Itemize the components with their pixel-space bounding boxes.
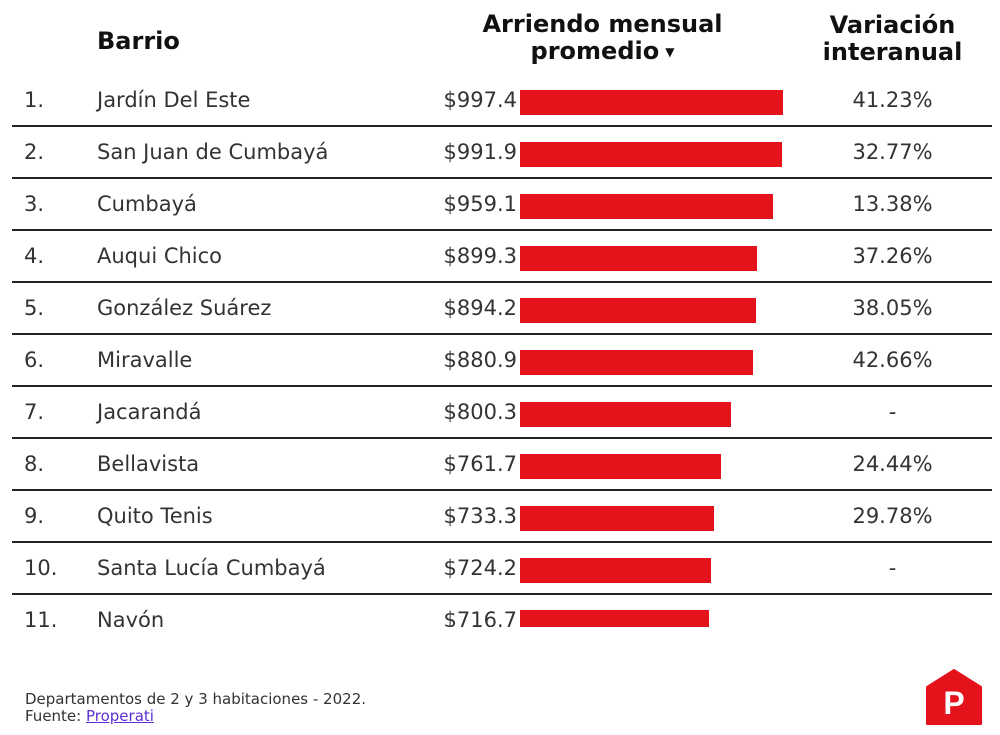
row-barrio: Jardín Del Este <box>97 88 251 112</box>
row-variacion: 41.23% <box>852 88 933 112</box>
footer-note: Departamentos de 2 y 3 habitaciones - 20… <box>25 691 366 725</box>
row-variacion: - <box>888 400 897 424</box>
row-divider <box>12 229 992 231</box>
row-rank: 7. <box>24 400 45 424</box>
row-barrio: González Suárez <box>97 296 272 320</box>
column-header-arriendo-line2: promedio <box>530 37 660 65</box>
row-bar <box>520 298 756 323</box>
table-body[interactable]: 1. Jardín Del Este $997.4 41.23% 2. San Juan … <box>0 75 1000 627</box>
row-rank: 2. <box>24 140 45 164</box>
row-price-label: $899.3 <box>443 244 517 268</box>
row-price-label: $894.2 <box>443 296 517 320</box>
column-header-barrio[interactable]: Barrio <box>97 27 180 55</box>
table-row[interactable]: 2. San Juan de Cumbayá $991.9 32.77% <box>0 127 1000 179</box>
row-variacion: 37.26% <box>852 244 933 268</box>
row-divider <box>12 281 992 283</box>
table-row[interactable]: 7. Jacarandá $800.3 - <box>0 387 1000 439</box>
row-bar <box>520 558 711 583</box>
table-row[interactable]: 6. Miravalle $880.9 42.66% <box>0 335 1000 387</box>
row-price-label: $733.3 <box>443 504 517 528</box>
column-header-variacion-line1: Variación <box>829 11 956 39</box>
row-price-label: $997.4 <box>443 88 517 112</box>
column-header-arriendo-line1: Arriendo mensual <box>482 10 723 38</box>
column-header-variacion-line2: interanual <box>822 38 963 66</box>
row-barrio: Santa Lucía Cumbayá <box>97 556 326 580</box>
column-header-arriendo[interactable]: Arriendo mensual promedio ▼ <box>455 11 750 66</box>
row-divider <box>12 593 992 595</box>
row-divider <box>12 541 992 543</box>
row-price-label: $724.2 <box>443 556 517 580</box>
row-barrio: Nayón <box>97 608 165 627</box>
row-barrio: Auqui Chico <box>97 244 223 268</box>
row-bar <box>520 246 757 271</box>
row-bar <box>520 610 709 627</box>
column-header-variacion[interactable]: Variación interanual <box>805 12 980 66</box>
table-row[interactable]: 10. Santa Lucía Cumbayá $724.2 - <box>0 543 1000 595</box>
row-variacion: - <box>888 556 897 580</box>
table-row[interactable]: 3. Cumbayá $959.1 13.38% <box>0 179 1000 231</box>
row-price-label: $880.9 <box>443 348 517 372</box>
row-bar <box>520 506 714 531</box>
row-barrio: Bellavista <box>97 452 200 476</box>
row-barrio: Cumbayá <box>97 192 197 216</box>
table-row[interactable]: 5. González Suárez $894.2 38.05% <box>0 283 1000 335</box>
row-rank: 9. <box>24 504 45 528</box>
properati-logo[interactable]: P <box>926 669 982 729</box>
row-divider <box>12 385 992 387</box>
row-variacion: 24.44% <box>852 452 933 476</box>
row-barrio: Miravalle <box>97 348 193 372</box>
footer-source-prefix: Fuente: <box>25 707 86 725</box>
row-rank: 1. <box>24 88 45 112</box>
row-barrio: Quito Tenis <box>97 504 213 528</box>
row-barrio: Jacarandá <box>97 400 202 424</box>
row-variacion: 13.38% <box>852 192 933 216</box>
table-header: Barrio Arriendo mensual promedio ▼ Variac… <box>0 0 1000 80</box>
row-price-label: $959.1 <box>443 192 517 216</box>
row-rank: 6. <box>24 348 45 372</box>
table-row[interactable]: 8. Bellavista $761.7 24.44% <box>0 439 1000 491</box>
row-divider <box>12 437 992 439</box>
row-bar <box>520 194 773 219</box>
row-price-label: $800.3 <box>443 400 517 424</box>
row-bar <box>520 350 753 375</box>
row-rank: 5. <box>24 296 45 320</box>
row-rank: 11. <box>24 608 58 627</box>
row-bar <box>520 454 721 479</box>
row-divider <box>12 333 992 335</box>
row-rank: 8. <box>24 452 45 476</box>
row-price-label: $761.7 <box>443 452 517 476</box>
row-barrio: San Juan de Cumbayá <box>97 140 329 164</box>
row-divider <box>12 177 992 179</box>
row-rank: 10. <box>24 556 58 580</box>
row-variacion: 38.05% <box>852 296 933 320</box>
row-bar <box>520 402 731 427</box>
row-price-label: $716.7 <box>443 608 517 627</box>
footer-description: Departamentos de 2 y 3 habitaciones - 20… <box>25 690 367 708</box>
sort-desc-icon[interactable]: ▼ <box>665 44 675 59</box>
row-rank: 4. <box>24 244 45 268</box>
row-bar <box>520 142 782 167</box>
row-divider <box>12 125 992 127</box>
table-row[interactable]: 9. Quito Tenis $733.3 29.78% <box>0 491 1000 543</box>
row-variacion: 29.78% <box>852 504 933 528</box>
row-bar <box>520 90 783 115</box>
table-row[interactable]: 4. Auqui Chico $899.3 37.26% <box>0 231 1000 283</box>
row-price-label: $991.9 <box>443 140 517 164</box>
row-variacion: 42.66% <box>852 348 933 372</box>
source-link[interactable]: Properati <box>85 707 154 725</box>
row-divider <box>12 489 992 491</box>
row-variacion: 32.77% <box>852 140 933 164</box>
table-row[interactable]: 11. Nayón $716.7 <box>0 595 1000 627</box>
table-row[interactable]: 1. Jardín Del Este $997.4 41.23% <box>0 75 1000 127</box>
row-rank: 3. <box>24 192 45 216</box>
logo-letter: P <box>943 685 964 721</box>
